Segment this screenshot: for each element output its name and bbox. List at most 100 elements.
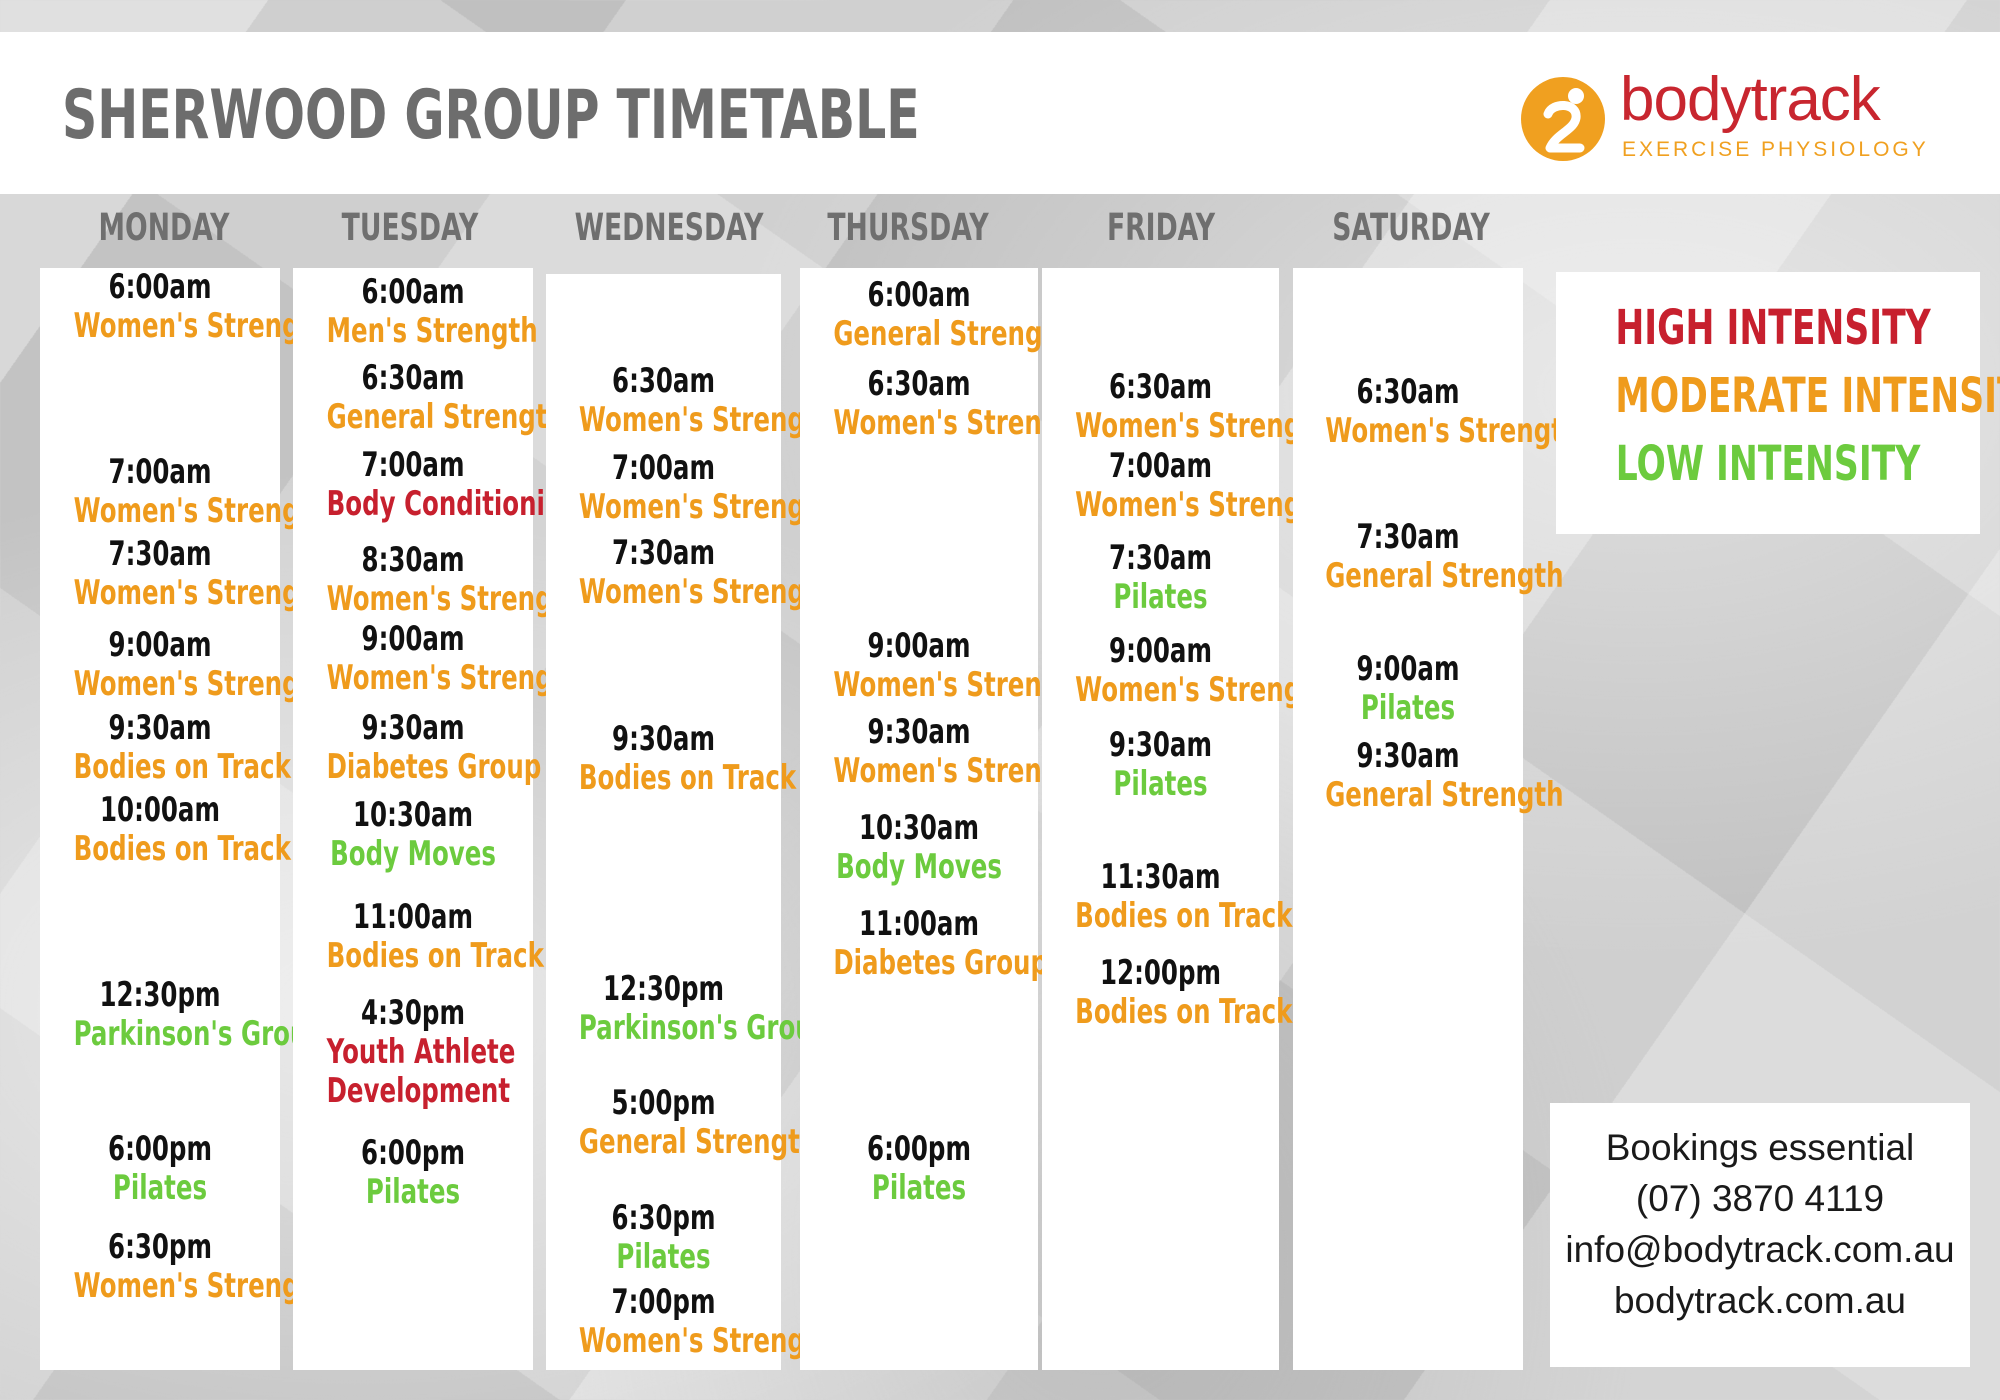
class-time: 6:30am	[1109, 367, 1212, 407]
class-name: Bodies on Track	[73, 747, 291, 787]
class-item: 10:00am Bodies on Track	[40, 791, 291, 869]
class-time: 9:30am	[1109, 725, 1212, 765]
class-name: Women's Strength	[1075, 485, 1331, 525]
intensity-legend: HIGH INTENSITY MODERATE INTENSITY LOW IN…	[1556, 272, 2000, 534]
day-column-wednesday: 6:30am Women's Strength 7:00am Women's S…	[546, 274, 835, 1370]
class-time: 9:00am	[361, 619, 465, 659]
class-name: Pilates	[112, 1168, 208, 1208]
class-item: 4:30pm Youth Athlete Development	[293, 994, 533, 1111]
class-name: General Strength	[578, 1122, 818, 1162]
class-time: 7:30am	[612, 533, 715, 573]
class-item: 9:00am Women's Strength	[800, 626, 1089, 705]
class-item: 9:30am Bodies on Track	[546, 719, 797, 798]
phone-number[interactable]: (07) 3870 4119	[1635, 1178, 1885, 1219]
day-column-thursday: 6:00am General Strength 6:30am Women's S…	[800, 268, 1089, 1370]
class-name: Women's Strength	[73, 573, 329, 613]
class-item: 9:30am Women's Strength	[800, 713, 1088, 791]
class-time: 6:30am	[867, 364, 971, 404]
class-name: Pilates	[1360, 688, 1456, 728]
class-item: 7:30am Women's Strength	[40, 534, 329, 613]
class-item: 11:00am Bodies on Track	[293, 898, 544, 976]
class-item: 11:30am Bodies on Track	[1042, 857, 1293, 936]
class-name: Women's Strength	[833, 403, 1089, 443]
class-name: Body Moves	[330, 834, 496, 874]
legend-high-intensity: HIGH INTENSITY	[1615, 300, 1931, 356]
class-name: Diabetes Group	[833, 943, 1049, 983]
class-name: Bodies on Track	[73, 829, 291, 869]
class-name: Women's Strength	[73, 306, 329, 346]
class-name: Women's Strength	[326, 658, 582, 698]
class-item: 6:30pm Pilates	[546, 1199, 781, 1277]
legend-moderate-intensity: MODERATE INTENSITY	[1615, 368, 2000, 424]
class-time: 10:30am	[353, 795, 473, 835]
class-time: 11:30am	[1100, 857, 1221, 897]
class-item: 9:30am General Strength	[1293, 737, 1564, 815]
class-item: 7:30am General Strength	[1293, 517, 1563, 596]
class-time: 9:00am	[108, 625, 212, 665]
day-header-wednesday: WEDNESDAY	[574, 206, 764, 249]
class-item: 12:30pm Parkinson's Group	[546, 969, 831, 1048]
class-item: 7:00am Women's Strength	[1042, 447, 1331, 525]
class-item: 7:00am Women's Strength	[40, 452, 329, 531]
email-link[interactable]: info@bodytrack.com.au	[1565, 1229, 1955, 1270]
class-time: 7:00pm	[611, 1282, 716, 1322]
class-name: Pilates	[1113, 764, 1208, 804]
class-name: Men's Strength	[326, 311, 538, 351]
class-item: 6:00am Women's Strength	[40, 267, 329, 346]
day-header-friday: FRIDAY	[1106, 206, 1216, 249]
class-name: Women's Strength	[326, 579, 582, 619]
class-name: Diabetes Group	[326, 747, 542, 787]
class-item: 9:00am Pilates	[1293, 650, 1523, 728]
class-time: 5:00pm	[611, 1083, 716, 1123]
class-item: 7:30am Women's Strength	[546, 533, 835, 612]
class-name: Women's Strength	[73, 1266, 329, 1306]
class-item: 9:00am Women's Strength	[40, 625, 329, 704]
class-item: 6:00am General Strength	[800, 276, 1071, 354]
class-item: 7:00am Women's Strength	[546, 449, 835, 527]
header-bar: SHERWOOD GROUP TIMETABLE bodytrack EXERC…	[0, 32, 2000, 194]
class-name: Pilates	[871, 1168, 967, 1208]
class-name: Women's Strength	[73, 491, 329, 531]
class-name: Women's Strength	[833, 665, 1089, 705]
class-time: 7:30am	[108, 534, 212, 574]
class-time: 12:30pm	[603, 969, 724, 1009]
class-item: 6:30am General Strength	[293, 359, 565, 437]
class-time: 6:30pm	[108, 1227, 212, 1267]
class-item: 12:00pm Bodies on Track	[1042, 954, 1292, 1032]
day-header-saturday: SATURDAY	[1332, 206, 1490, 249]
class-time: 7:00am	[108, 452, 212, 492]
class-name: Parkinson's Group	[73, 1014, 325, 1054]
class-name: General Strength	[326, 397, 565, 437]
class-name: Parkinson's Group	[578, 1008, 831, 1048]
class-item: 7:00am Body Conditioning	[293, 445, 580, 524]
class-time: 9:00am	[867, 626, 971, 666]
class-item: 9:30am Diabetes Group	[293, 709, 542, 787]
class-time: 6:00am	[108, 267, 212, 307]
class-name: Bodies on Track	[578, 758, 797, 798]
bodytrack-logo-icon	[1521, 77, 1605, 161]
class-time: 6:00pm	[361, 1133, 465, 1173]
class-name: Women's Strength	[578, 487, 835, 527]
class-time: 7:30am	[1356, 517, 1460, 557]
class-time: 9:30am	[612, 719, 715, 759]
class-name: General Strength	[1325, 775, 1564, 815]
class-name: Women's Strength	[578, 572, 835, 612]
class-item: 6:00pm Pilates	[293, 1134, 533, 1212]
class-name: Women's Strength	[1325, 411, 1581, 451]
class-time: 11:00am	[859, 904, 979, 944]
class-item: 9:30am Pilates	[1042, 726, 1279, 804]
class-item: 5:00pm General Strength	[546, 1083, 818, 1162]
class-name: Bodies on Track	[1075, 896, 1293, 936]
page-title: SHERWOOD GROUP TIMETABLE	[62, 76, 920, 155]
class-name: Women's Strength	[1075, 670, 1331, 710]
class-name: Youth Athlete	[326, 1032, 516, 1072]
day-column-friday: 6:30am Women's Strength 7:00am Women's S…	[1042, 268, 1331, 1370]
class-item: 6:30am Women's Strength	[800, 364, 1089, 443]
day-header-thursday: THURSDAY	[827, 206, 989, 249]
day-column-saturday: 6:30am Women's Strength 7:30am General S…	[1293, 268, 1581, 1370]
logo-wordmark: bodytrack	[1620, 65, 1881, 134]
class-name-line2: Development	[326, 1071, 511, 1111]
class-time: 7:00am	[361, 445, 465, 485]
class-time: 6:30am	[1356, 372, 1460, 412]
website-link[interactable]: bodytrack.com.au	[1613, 1280, 1907, 1321]
